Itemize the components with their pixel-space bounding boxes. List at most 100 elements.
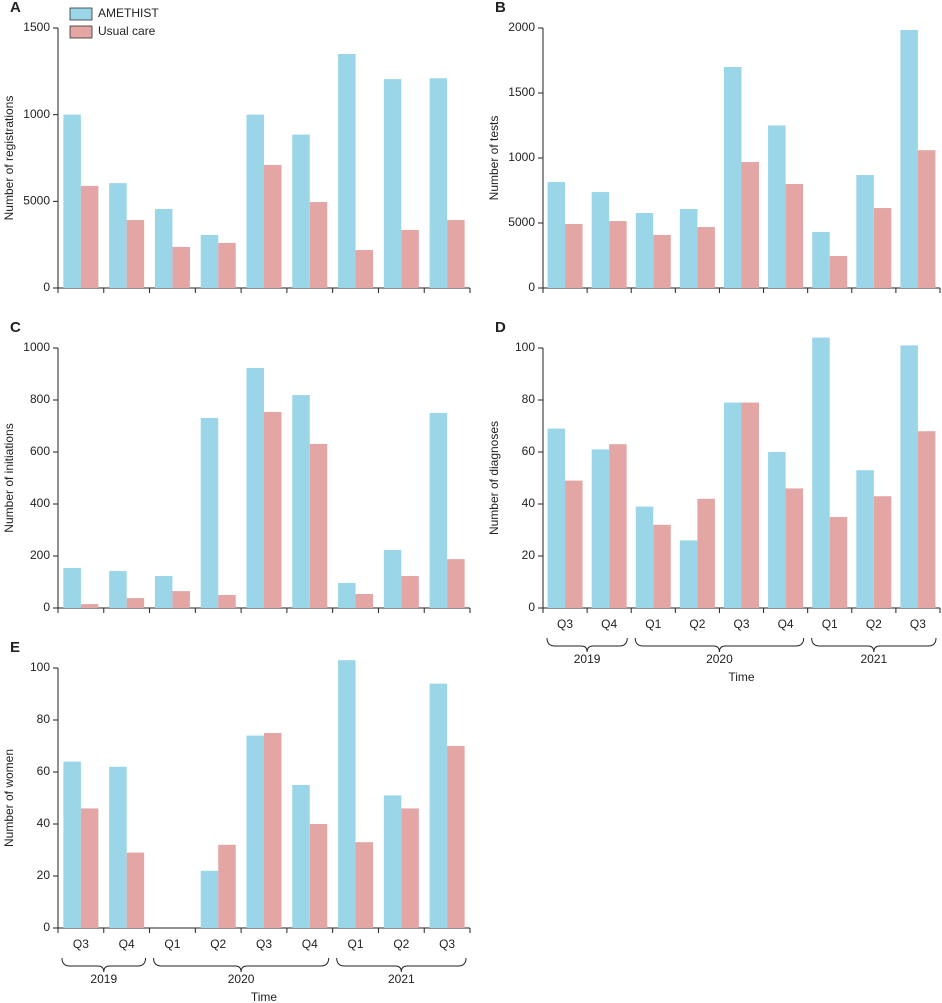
panel-label: B <box>495 0 506 16</box>
year-label: 2019 <box>574 652 601 666</box>
x-tick-label: Q2 <box>689 617 705 631</box>
year-brace <box>336 957 467 973</box>
bar <box>547 428 566 608</box>
bar <box>741 402 759 608</box>
x-tick-label: Q1 <box>348 937 364 951</box>
bar <box>635 212 654 288</box>
bar <box>109 183 127 288</box>
x-tick-label: Q4 <box>778 617 794 631</box>
bar <box>609 221 627 288</box>
bar <box>355 842 374 928</box>
bar <box>679 540 698 608</box>
bar <box>917 150 936 288</box>
bar <box>429 78 448 289</box>
x-tick-label: Q3 <box>733 617 749 631</box>
panel-label: A <box>10 0 21 16</box>
year-brace <box>546 637 628 653</box>
bar <box>565 480 583 608</box>
y-tick-label: 0 <box>43 600 50 614</box>
bar <box>653 524 671 608</box>
bar <box>383 79 402 288</box>
y-tick-label: 100 <box>515 340 535 354</box>
bar <box>591 192 610 288</box>
x-tick-label: Q3 <box>73 937 89 951</box>
y-tick-label: 2000 <box>508 20 535 34</box>
year-label: 2021 <box>388 972 415 986</box>
bar <box>218 844 236 928</box>
y-axis-label: Number of tests <box>487 116 501 201</box>
y-tick-label: 5000 <box>23 194 50 208</box>
y-tick-label: 100 <box>30 660 50 674</box>
y-tick-label: 1000 <box>23 107 50 121</box>
y-tick-label: 0 <box>528 280 535 294</box>
bar <box>109 766 127 928</box>
y-tick-label: 20 <box>37 868 51 882</box>
bar <box>63 567 81 608</box>
bar <box>355 593 374 608</box>
bar <box>218 242 236 288</box>
bar <box>338 583 356 608</box>
y-tick-label: 5000 <box>508 215 535 229</box>
x-tick-label: Q1 <box>645 617 661 631</box>
bar <box>154 208 173 288</box>
bar <box>338 660 356 928</box>
legend-label: AMETHIST <box>98 6 159 20</box>
x-tick-label: Q3 <box>439 937 455 951</box>
bar <box>292 134 310 288</box>
x-axis-label: Time <box>728 670 755 684</box>
x-tick-label: Q4 <box>601 617 617 631</box>
bar <box>401 576 419 608</box>
bar <box>635 506 654 608</box>
bar <box>80 604 99 608</box>
bar <box>126 220 145 288</box>
y-tick-label: 60 <box>522 444 536 458</box>
y-tick-label: 1500 <box>23 20 50 34</box>
bar <box>126 598 145 608</box>
year-label: 2021 <box>860 652 887 666</box>
bar <box>741 162 759 288</box>
bar <box>812 231 830 288</box>
legend-label: Usual care <box>98 24 156 38</box>
bar <box>264 164 282 288</box>
bar <box>218 595 236 608</box>
bar <box>383 550 402 608</box>
y-axis-label: Number of diagnoses <box>487 421 501 535</box>
bar <box>401 808 419 928</box>
bar <box>697 498 715 608</box>
x-tick-label: Q4 <box>119 937 135 951</box>
bar <box>154 576 173 608</box>
bar <box>246 735 264 928</box>
bar <box>856 175 874 288</box>
bar <box>724 402 742 608</box>
bar <box>429 413 448 608</box>
y-tick-label: 20 <box>522 548 536 562</box>
bar <box>429 683 448 928</box>
bar <box>856 470 874 608</box>
bar <box>697 227 715 288</box>
y-tick-label: 1000 <box>23 340 50 354</box>
bar <box>309 824 328 928</box>
bar <box>768 452 786 608</box>
bar <box>80 808 99 928</box>
bar <box>873 496 892 608</box>
bar <box>292 785 310 928</box>
bar <box>829 256 848 288</box>
bar <box>292 395 310 608</box>
bar <box>172 246 190 288</box>
bar <box>109 571 127 608</box>
x-axis-label: Time <box>251 990 278 1003</box>
bar <box>383 795 402 928</box>
panel-label: D <box>495 319 506 336</box>
bar <box>246 114 264 289</box>
bar <box>63 114 81 289</box>
bar <box>309 202 328 288</box>
bar <box>63 761 81 928</box>
bar <box>80 185 99 288</box>
y-axis-label: Number of women <box>2 749 16 847</box>
year-label: 2020 <box>228 972 255 986</box>
y-axis-label: Number of initiations <box>2 423 16 532</box>
y-tick-label: 200 <box>30 548 50 562</box>
y-tick-label: 0 <box>43 280 50 294</box>
year-brace <box>61 957 147 973</box>
y-tick-label: 800 <box>30 392 50 406</box>
